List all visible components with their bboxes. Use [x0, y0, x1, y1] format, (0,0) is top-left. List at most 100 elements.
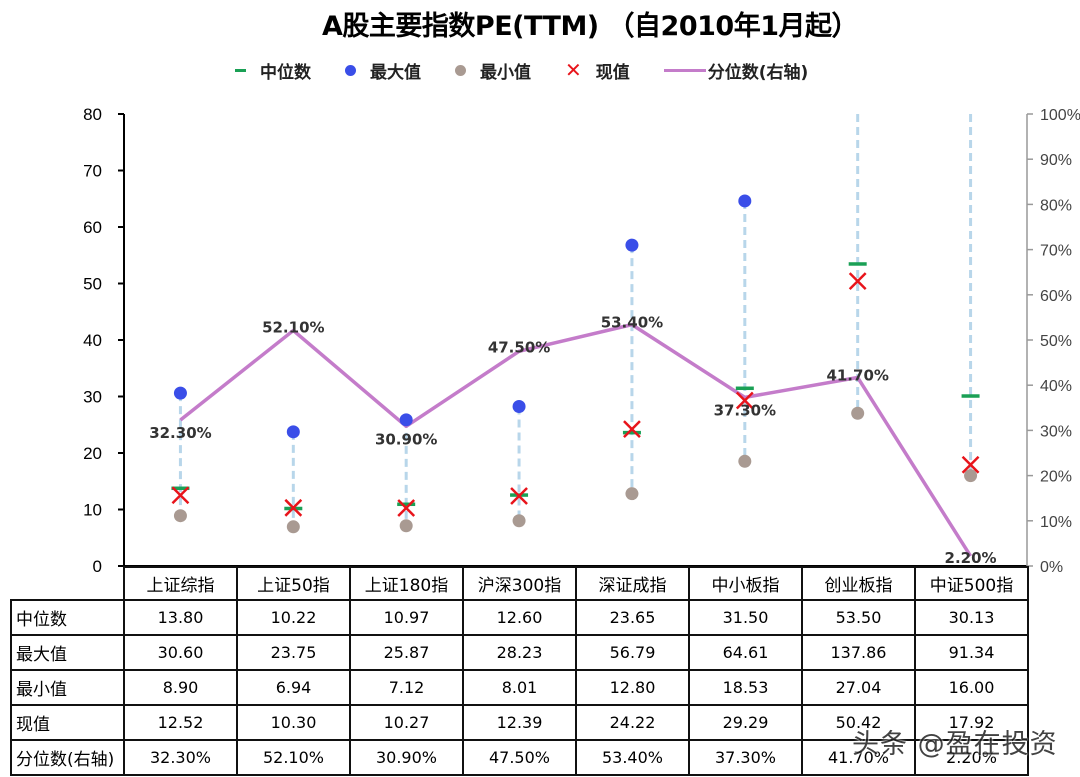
table-cell: 23.65 — [575, 599, 690, 636]
column-header: 上证综指 — [123, 566, 238, 601]
percentile-line — [179, 322, 973, 557]
right-tick-label: 90% — [1040, 152, 1072, 169]
percentile-label: 53.40% — [601, 314, 663, 332]
table-cell: 24.22 — [575, 704, 690, 741]
table-cell: 12.52 — [123, 704, 238, 741]
table-cell: 37.30% — [688, 739, 803, 776]
blue-dot-icon — [345, 64, 356, 76]
chart-legend: 中位数 最大值 最小值 ✕ 现值 分位数(右轴) — [235, 56, 842, 84]
current-x-marker — [961, 455, 980, 474]
min-marker — [851, 406, 865, 420]
data-markers — [171, 194, 980, 534]
table-cell: 7.12 — [349, 669, 464, 706]
right-tick-label: 30% — [1040, 423, 1072, 440]
max-marker — [512, 400, 526, 414]
table-cell: 31.50 — [688, 599, 803, 636]
min-marker — [512, 514, 526, 528]
percentile-label: 30.90% — [375, 430, 437, 448]
percentile-data-labels: 32.30% 52.10% 30.90% 47.50% 53.40% 37.30% 41.7… — [149, 314, 996, 567]
left-tick-label: 80 — [83, 105, 102, 124]
legend-item-median: 中位数 — [235, 58, 311, 83]
percentile-label: 52.10% — [262, 319, 324, 337]
column-header: 深证成指 — [575, 566, 690, 601]
table-cell: 64.61 — [688, 634, 803, 671]
table-header-row: 上证综指 上证50指 上证180指 沪深300指 深证成指 中小板指 创业板指 … — [11, 566, 1029, 601]
min-marker — [399, 519, 413, 533]
table-row-current: 现值 12.52 10.30 10.27 12.39 24.22 29.29 5… — [10, 704, 1029, 741]
percentile-polyline — [179, 322, 973, 557]
watermark: 头条 @盈在投资 — [852, 729, 1058, 760]
median-marker — [848, 262, 867, 266]
row-label: 中位数 — [10, 599, 125, 636]
table-cell: 10.27 — [349, 704, 464, 741]
current-x-marker — [284, 498, 303, 517]
legend-label: 分位数(右轴) — [707, 62, 809, 83]
table-cell: 2.20% — [914, 739, 1029, 776]
right-tick-label: 10% — [1040, 514, 1072, 531]
chart-title: A股主要指数PE(TTM) （自2010年1月起） — [322, 11, 858, 42]
legend-label: 最小值 — [480, 62, 531, 83]
min-marker — [964, 469, 978, 483]
median-marker — [397, 502, 416, 507]
right-tick-label: 0% — [1040, 559, 1063, 576]
current-x-marker — [735, 391, 754, 410]
table-cell: 25.87 — [349, 634, 464, 671]
table-cell: 41.70% — [801, 739, 916, 776]
min-marker — [173, 509, 187, 523]
table-cell: 8.01 — [462, 669, 577, 706]
column-header: 中小板指 — [688, 566, 803, 601]
percentile-label: 32.30% — [149, 424, 211, 442]
table-cell: 91.34 — [914, 634, 1029, 671]
row-label: 最小值 — [10, 669, 125, 706]
table-cell: 10.30 — [236, 704, 351, 741]
legend-label: 现值 — [595, 62, 630, 83]
min-marker — [738, 454, 752, 468]
legend-item-current: ✕ 现值 — [565, 58, 630, 83]
median-marker — [171, 486, 190, 491]
column-header: 创业板指 — [801, 566, 916, 601]
row-label: 最大值 — [10, 634, 125, 671]
table-cell: 12.80 — [575, 669, 690, 706]
legend-label: 最大值 — [370, 62, 421, 83]
table-cell: 50.42 — [801, 704, 916, 741]
legend-item-percentile: 分位数(右轴) — [663, 58, 809, 83]
row-label: 分位数(右轴) — [10, 739, 125, 776]
table-cell: 137.86 — [801, 634, 916, 671]
table-cell: 30.60 — [123, 634, 238, 671]
right-tick-label: 80% — [1040, 197, 1072, 214]
table-cell: 12.39 — [462, 704, 577, 741]
column-header: 中证500指 — [914, 566, 1029, 601]
table-cell: 47.50% — [462, 739, 577, 776]
x-marker-icon: ✕ — [565, 58, 582, 82]
table-cell: 53.40% — [575, 739, 690, 776]
current-x-marker — [171, 486, 190, 505]
left-tick-label: 60 — [83, 218, 102, 237]
right-tick-label: 60% — [1040, 288, 1072, 305]
percentile-label: 37.30% — [714, 401, 776, 419]
current-x-marker — [623, 420, 641, 439]
table-row-min: 最小值 8.90 6.94 7.12 8.01 12.80 18.53 27.0… — [10, 669, 1029, 706]
table-row-percentile: 分位数(右轴) 32.30% 52.10% 30.90% 47.50% 53.4… — [10, 739, 1029, 776]
table-cell: 53.50 — [801, 599, 916, 636]
right-axis: 0% 10% 20% 30% 40% 50% 60% 70% 80% 90% 100% — [1026, 107, 1080, 576]
column-header: 上证180指 — [349, 566, 464, 601]
left-tick-label: 70 — [83, 162, 102, 181]
max-marker — [625, 238, 639, 252]
median-marker — [735, 386, 754, 391]
left-tick-label: 30 — [83, 388, 102, 407]
median-marker — [622, 430, 641, 435]
column-header: 上证50指 — [236, 566, 351, 601]
min-max-range-lines — [178, 114, 973, 527]
table-cell: 13.80 — [123, 599, 238, 636]
column-header: 沪深300指 — [462, 566, 577, 601]
table-cell: 32.30% — [123, 739, 238, 776]
right-tick-label: 100% — [1040, 107, 1080, 124]
data-table: 上证综指 上证50指 上证180指 沪深300指 深证成指 中小板指 创业板指 … — [10, 566, 1029, 776]
table-cell: 16.00 — [914, 669, 1029, 706]
table-cell: 30.13 — [914, 599, 1029, 636]
left-axis: 0 10 20 30 40 50 60 70 80 — [83, 105, 1027, 576]
table-cell: 56.79 — [575, 634, 690, 671]
percentile-label: 41.70% — [826, 367, 888, 385]
row-label: 现值 — [10, 704, 125, 741]
median-marker — [961, 394, 980, 398]
